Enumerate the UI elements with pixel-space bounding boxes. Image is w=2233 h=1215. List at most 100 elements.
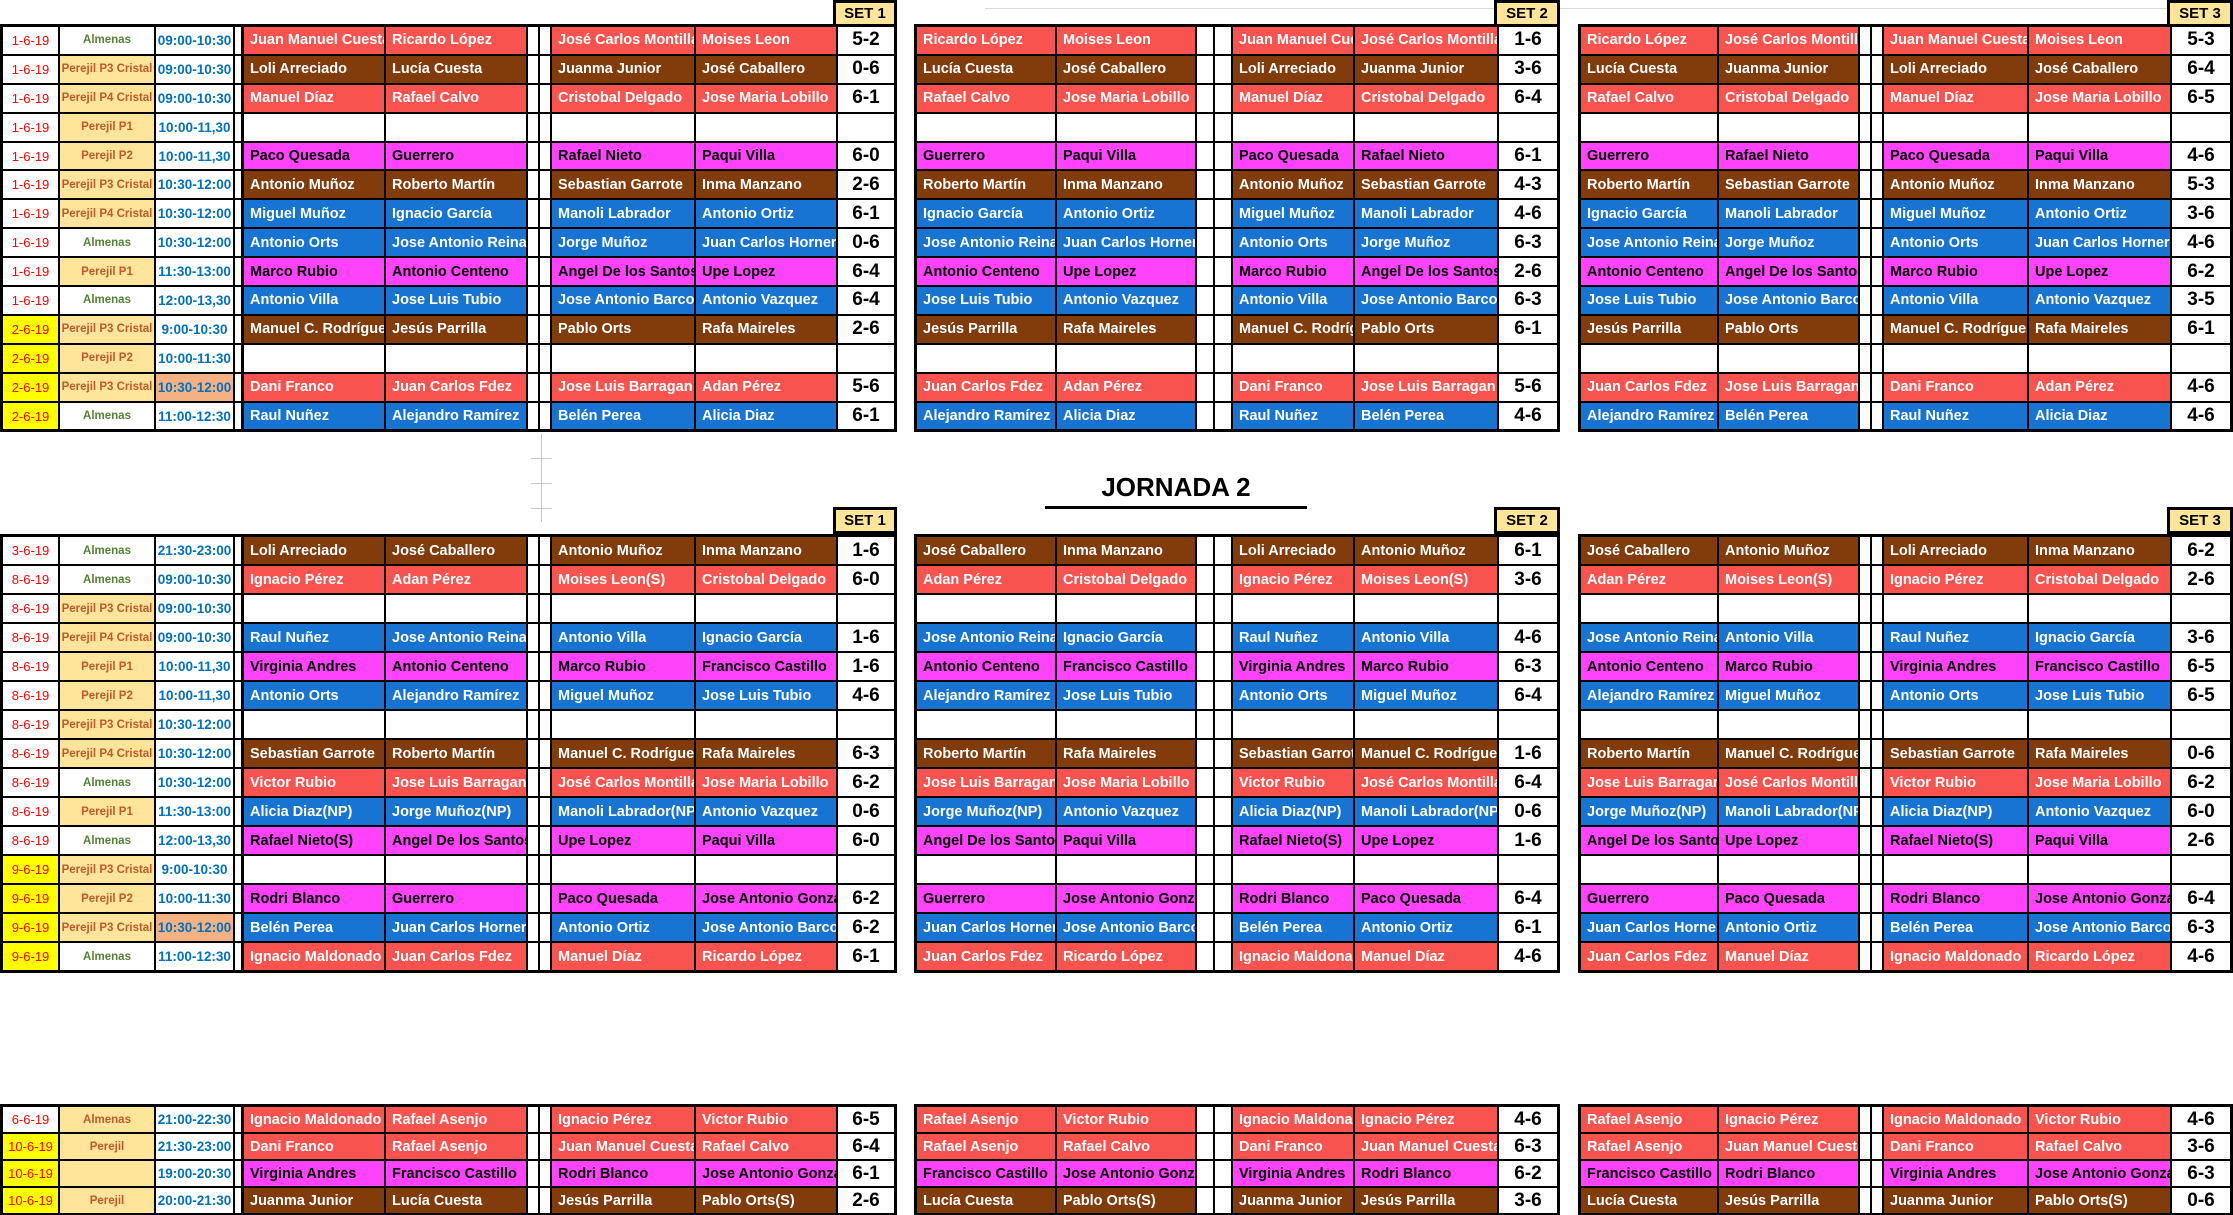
score-cell[interactable] xyxy=(2172,113,2230,141)
date-cell[interactable]: 9-6-19 xyxy=(3,885,58,912)
score-cell[interactable] xyxy=(1499,113,1557,141)
player-cell[interactable]: Jose Luis Tubio xyxy=(386,287,526,314)
player-cell[interactable]: Roberto Martín xyxy=(386,740,526,767)
score-cell[interactable] xyxy=(1499,344,1557,372)
player-cell[interactable]: Ignacio Pérez xyxy=(244,566,384,593)
player-cell[interactable]: Pablo Orts(S) xyxy=(696,1188,836,1213)
player-cell[interactable]: Upe Lopez xyxy=(1355,827,1497,854)
score-cell[interactable]: 4-6 xyxy=(1499,943,1557,970)
player-cell[interactable]: Jose Luis Tubio xyxy=(2029,682,2170,709)
player-cell[interactable]: Jose Antonio González xyxy=(1057,1161,1195,1186)
time-cell[interactable]: 10:00-11,30 xyxy=(156,653,233,680)
player-cell[interactable] xyxy=(1355,113,1497,141)
player-cell[interactable]: Jose Antonio González xyxy=(1057,885,1195,912)
time-cell[interactable]: 09:00-10:30 xyxy=(156,84,233,112)
player-cell[interactable] xyxy=(1057,595,1195,622)
player-cell[interactable]: Francisco Castillo xyxy=(917,1161,1055,1186)
player-cell[interactable]: Manuel C. Rodríguez xyxy=(552,740,694,767)
player-cell[interactable]: Rafa Maireles xyxy=(1057,315,1195,343)
player-cell[interactable]: Alejandro Ramírez xyxy=(386,402,526,430)
score-cell[interactable]: 0-6 xyxy=(838,798,894,825)
time-cell[interactable]: 21:30-23:00 xyxy=(156,1134,233,1159)
player-cell[interactable]: Manoli Labrador(NP) xyxy=(552,798,694,825)
player-cell[interactable]: Jose Luis Barragan xyxy=(1719,373,1858,401)
venue-cell[interactable]: Almenas xyxy=(60,827,154,854)
player-cell[interactable]: Ignacio García xyxy=(696,624,836,651)
score-cell[interactable]: 6-3 xyxy=(1499,653,1557,680)
score-cell[interactable]: 5-2 xyxy=(838,27,894,54)
player-cell[interactable]: Inma Manzano xyxy=(696,537,836,564)
player-cell[interactable]: Ignacio Pérez xyxy=(1884,566,2027,593)
score-cell[interactable]: 6-0 xyxy=(838,827,894,854)
venue-cell[interactable]: Perejil P3 Cristal xyxy=(60,595,154,622)
date-cell[interactable]: 2-6-19 xyxy=(3,315,58,343)
score-cell[interactable]: 6-1 xyxy=(838,200,894,228)
player-cell[interactable]: Jose Antonio Barco xyxy=(1355,287,1497,314)
time-cell[interactable]: 10:00-11,30 xyxy=(156,142,233,170)
player-cell[interactable]: Juan Carlos Hornero xyxy=(386,914,526,941)
time-cell[interactable]: 10:30-12:00 xyxy=(156,200,233,228)
player-cell[interactable] xyxy=(1581,344,1717,372)
date-cell[interactable]: 8-6-19 xyxy=(3,682,58,709)
player-cell[interactable]: Antonio Centeno xyxy=(917,653,1055,680)
player-cell[interactable]: Belén Perea xyxy=(244,914,384,941)
score-cell[interactable] xyxy=(2172,711,2230,738)
player-cell[interactable]: Manoli Labrador xyxy=(1719,200,1858,228)
player-cell[interactable] xyxy=(917,595,1055,622)
player-cell[interactable] xyxy=(1057,711,1195,738)
score-cell[interactable]: 6-1 xyxy=(838,84,894,112)
player-cell[interactable] xyxy=(917,344,1055,372)
set-header[interactable]: SET 2 xyxy=(1494,507,1560,534)
player-cell[interactable]: Jose Antonio González xyxy=(2029,885,2170,912)
player-cell[interactable]: Alicia Diaz xyxy=(2029,402,2170,430)
player-cell[interactable]: Marco Rubio xyxy=(1719,653,1858,680)
player-cell[interactable]: Juan Manuel Cuesta xyxy=(244,27,384,54)
venue-cell[interactable]: Perejil xyxy=(60,1188,154,1213)
player-cell[interactable]: Jesús Parrilla xyxy=(1719,1188,1858,1213)
player-cell[interactable]: Virginia Andres xyxy=(1884,1161,2027,1186)
date-cell[interactable]: 8-6-19 xyxy=(3,624,58,651)
player-cell[interactable]: Alicia Diaz xyxy=(1057,402,1195,430)
score-cell[interactable]: 3-6 xyxy=(2172,200,2230,228)
player-cell[interactable]: Lucía Cuesta xyxy=(386,1188,526,1213)
player-cell[interactable]: Dani Franco xyxy=(244,373,384,401)
player-cell[interactable]: Antonio Orts xyxy=(244,682,384,709)
player-cell[interactable]: Lucía Cuesta xyxy=(386,55,526,83)
player-cell[interactable] xyxy=(1719,113,1858,141)
score-cell[interactable]: 1-6 xyxy=(838,653,894,680)
player-cell[interactable]: Jose Luis Tubio xyxy=(696,682,836,709)
player-cell[interactable]: Juanma Junior xyxy=(1719,55,1858,83)
player-cell[interactable]: Inma Manzano xyxy=(696,171,836,199)
player-cell[interactable]: Upe Lopez xyxy=(2029,258,2170,286)
player-cell[interactable]: Rafael Nieto(S) xyxy=(1233,827,1353,854)
player-cell[interactable]: Loli Arreciado xyxy=(1884,537,2027,564)
player-cell[interactable]: Antonio Vazquez xyxy=(1057,287,1195,314)
player-cell[interactable]: Sebastian Garrote xyxy=(1884,740,2027,767)
player-cell[interactable]: Juan Carlos Hornero xyxy=(1581,914,1717,941)
player-cell[interactable]: Manuel Díaz xyxy=(1233,84,1353,112)
player-cell[interactable] xyxy=(1581,595,1717,622)
score-cell[interactable]: 4-6 xyxy=(2172,142,2230,170)
player-cell[interactable]: Antonio Centeno xyxy=(1581,653,1717,680)
date-cell[interactable]: 8-6-19 xyxy=(3,798,58,825)
player-cell[interactable]: Antonio Orts xyxy=(244,229,384,257)
player-cell[interactable] xyxy=(1884,856,2027,883)
player-cell[interactable] xyxy=(2029,856,2170,883)
score-cell[interactable]: 6-1 xyxy=(1499,914,1557,941)
score-cell[interactable] xyxy=(1499,856,1557,883)
player-cell[interactable]: Ignacio García xyxy=(2029,624,2170,651)
player-cell[interactable]: Ignacio Maldonado xyxy=(1884,1107,2027,1132)
player-cell[interactable]: Roberto Martín xyxy=(917,740,1055,767)
player-cell[interactable]: Inma Manzano xyxy=(1057,537,1195,564)
player-cell[interactable]: Antonio Villa xyxy=(552,624,694,651)
player-cell[interactable]: Adan Pérez xyxy=(1057,373,1195,401)
score-cell[interactable]: 3-6 xyxy=(2172,1134,2230,1159)
player-cell[interactable] xyxy=(1355,344,1497,372)
player-cell[interactable]: Marco Rubio xyxy=(244,258,384,286)
score-cell[interactable]: 2-6 xyxy=(2172,566,2230,593)
player-cell[interactable]: Rafa Maireles xyxy=(696,740,836,767)
player-cell[interactable]: Moises Leon(S) xyxy=(552,566,694,593)
player-cell[interactable]: Dani Franco xyxy=(1233,1134,1353,1159)
player-cell[interactable] xyxy=(244,856,384,883)
venue-cell[interactable]: Perejil P4 Cristal xyxy=(60,84,154,112)
